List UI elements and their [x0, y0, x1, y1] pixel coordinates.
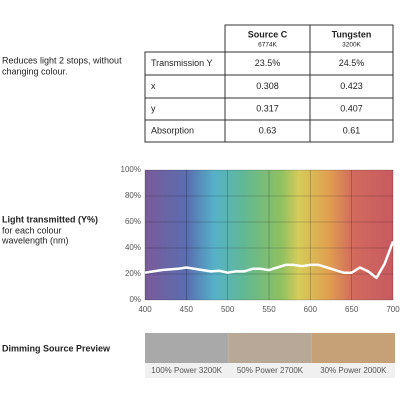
header-sub: 3200K	[342, 42, 361, 49]
table-label: Transmission Y	[151, 58, 213, 68]
transmission-line	[144, 241, 395, 280]
swatch-label: 100% Power 3200K	[151, 366, 222, 375]
y-tick-label: 60%	[125, 217, 141, 226]
chart-label-line: for each colour	[2, 225, 62, 235]
table-value: 0.407	[340, 103, 363, 113]
table-value: 24.5%	[339, 58, 365, 68]
swatch-label: 50% Power 2700K	[237, 366, 304, 375]
table-label: y	[151, 103, 156, 113]
table-value: 0.63	[259, 125, 277, 135]
y-tick-label: 40%	[125, 243, 141, 252]
table-value: 0.308	[256, 81, 279, 91]
swatch	[311, 333, 395, 363]
table-label: Absorption	[151, 125, 194, 135]
preview-label-band	[145, 363, 395, 378]
y-tick-label: 0%	[129, 295, 141, 304]
chart-label-title: Light transmitted (Y%)	[2, 214, 98, 224]
y-tick-label: 20%	[125, 269, 141, 278]
x-tick-label: 700	[386, 305, 400, 314]
table-value: 23.5%	[255, 58, 281, 68]
table-cell	[144, 74, 226, 99]
table-value: 0.317	[256, 103, 279, 113]
table-value: 0.61	[343, 125, 361, 135]
description: changing colour.	[2, 66, 68, 76]
y-tick-label: 80%	[125, 191, 141, 200]
swatch	[145, 333, 229, 363]
swatch	[228, 333, 312, 363]
description: Reduces light 2 stops, without	[2, 55, 122, 65]
x-tick-label: 500	[221, 305, 235, 314]
table-value: 0.423	[340, 81, 363, 91]
preview-title: Dimming Source Preview	[2, 343, 111, 353]
swatch-label: 30% Power 2000K	[320, 366, 387, 375]
table-header-cell	[309, 24, 394, 53]
x-tick-label: 450	[180, 305, 194, 314]
y-tick-label: 100%	[121, 165, 141, 174]
x-tick-label: 550	[262, 305, 276, 314]
header-title: Tungsten	[332, 29, 372, 39]
header-title: Source C	[248, 29, 288, 39]
x-tick-label: 400	[138, 305, 152, 314]
x-tick-label: 600	[304, 305, 318, 314]
table-cell	[144, 97, 226, 121]
chart-label-line: wavelength (nm)	[1, 235, 69, 245]
spectrum	[145, 170, 393, 300]
table-label: x	[151, 81, 156, 91]
table-cell	[309, 119, 394, 143]
header-sub: 6774K	[258, 42, 277, 49]
table-header-cell	[224, 24, 311, 53]
x-tick-label: 650	[345, 305, 359, 314]
